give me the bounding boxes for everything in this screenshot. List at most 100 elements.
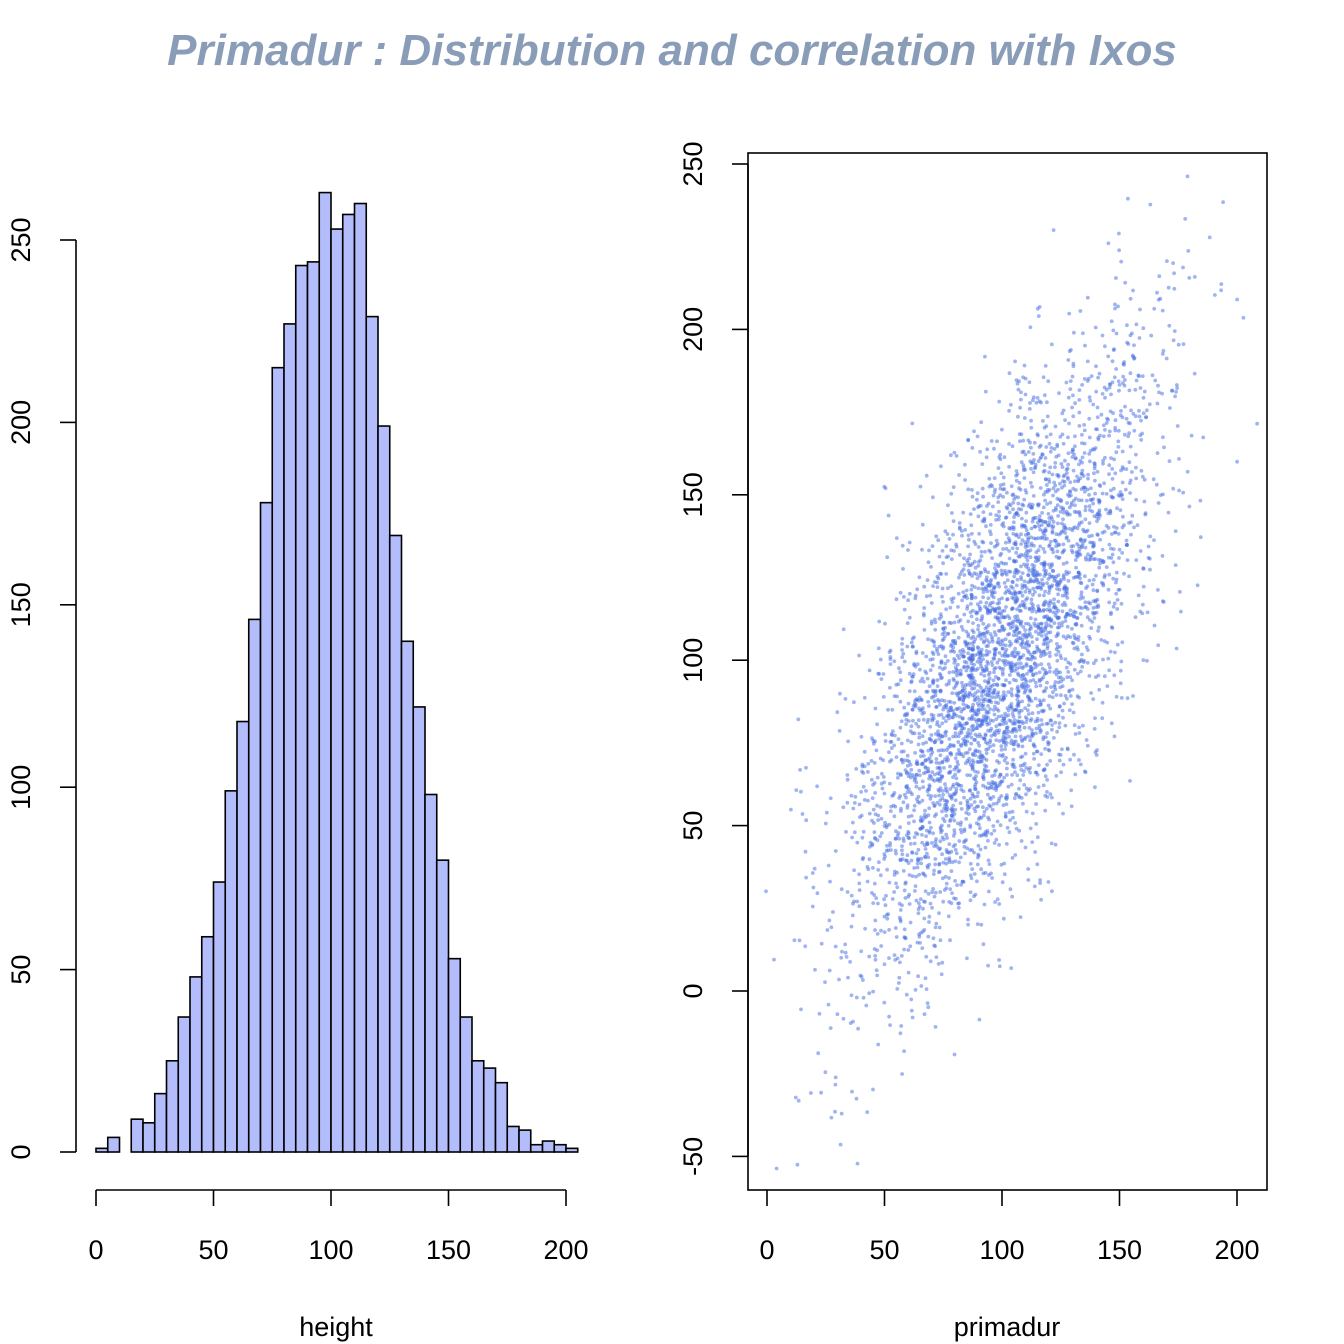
scatter-point [1091,697,1096,701]
scatter-point [925,578,930,582]
scatter-point [1026,878,1031,882]
scatter-point [1047,669,1052,674]
scatter-point [1044,435,1049,439]
scatter-point [950,511,954,515]
scatter-point [1075,551,1080,556]
scatter-point [1010,894,1015,899]
scatter-point [1044,633,1048,637]
scatter-point [946,745,951,750]
scatter-point [987,623,991,628]
scatter-point [918,708,923,713]
scatter-point [875,932,880,936]
scatter-point [965,682,970,687]
scatter-point [1145,659,1149,663]
scatter-point [1149,333,1154,338]
scatter-point [920,762,925,766]
scatter-point [995,439,999,444]
scatter-point [1013,542,1018,547]
scatter-point [851,820,855,825]
scatter-point [800,812,805,816]
scatter-point [1020,637,1025,642]
scatter-point [1033,575,1038,580]
scatter-point [1030,728,1034,732]
scatter-point [1004,505,1009,509]
scatter-point [975,701,980,706]
scatter-point [1106,241,1111,246]
scatter-point [986,704,990,708]
scatter-point [1050,526,1055,530]
scatter-point [948,705,953,710]
scatter-point [1025,717,1029,721]
scatter-point [938,753,943,758]
scatter-point [984,606,989,610]
scatter-point [988,796,992,800]
scatter-point [1185,174,1190,179]
scatter-point [1039,654,1043,659]
scatter-point [955,673,959,678]
scatter-point [1066,660,1071,665]
scatter-point [995,897,1000,902]
scatter-point [991,786,996,791]
scatter-point [1140,374,1145,378]
scatter-point [891,793,896,797]
scatter-point [886,513,891,518]
scatter-point [1161,599,1165,603]
scatter-point [882,791,887,796]
scatter-point [980,616,984,621]
scatter-point [1063,458,1067,463]
scatter-point [1097,371,1102,376]
scatter-point [1128,779,1132,783]
scatter-point [1010,856,1015,860]
scatter-point [1099,638,1104,642]
scatter-point [1114,450,1119,455]
scatter-point [940,594,944,599]
scatter-point [1035,862,1040,867]
scatter-point [934,760,939,765]
scatter-point [789,807,793,812]
scatter-point [914,721,919,726]
scatter-point [1000,427,1004,432]
scatter-point [960,688,965,693]
scatter-point [900,903,904,908]
scatter-point [811,885,816,890]
scatter-point [931,657,935,661]
scatter-point [916,856,920,861]
scatter-point [1010,773,1014,777]
scatter-point [1131,411,1136,416]
scatter-point [1081,474,1086,478]
scatter-point [888,662,893,666]
scatter-point [959,807,964,811]
scatter-point [959,744,964,748]
histogram-bar [447,957,462,1153]
scatter-point [1100,392,1105,396]
histogram-bar [341,213,356,1153]
scatter-point [1066,670,1071,674]
scatter-point [1123,487,1128,492]
scatter-point [946,823,951,828]
histogram-bar [212,881,227,1153]
scatter-point [1094,658,1098,663]
scatter-point [901,567,905,571]
scatter-point [855,1161,860,1166]
scatter-point [933,1025,938,1029]
scatter-point [1079,498,1084,503]
scatter-point [953,641,958,646]
scatter-point [968,773,973,778]
scatter-point [1116,304,1120,309]
scatter-point [1118,681,1123,686]
scatter-point [991,504,995,509]
scatter-point [1039,709,1044,713]
scatter-point [1056,713,1061,718]
scatter-point [997,728,1002,733]
scatter-point [951,782,956,787]
scatter-point [1020,599,1025,604]
scatter-point [1119,259,1124,264]
scatter-point [1088,459,1092,464]
scatter-point [942,798,947,803]
scatter-point [990,606,995,611]
scatter-point [1134,378,1139,383]
scatter-point [1071,364,1076,369]
scatter-point [833,1109,837,1114]
scatter-point [1042,672,1047,676]
scatter-point [933,857,938,861]
